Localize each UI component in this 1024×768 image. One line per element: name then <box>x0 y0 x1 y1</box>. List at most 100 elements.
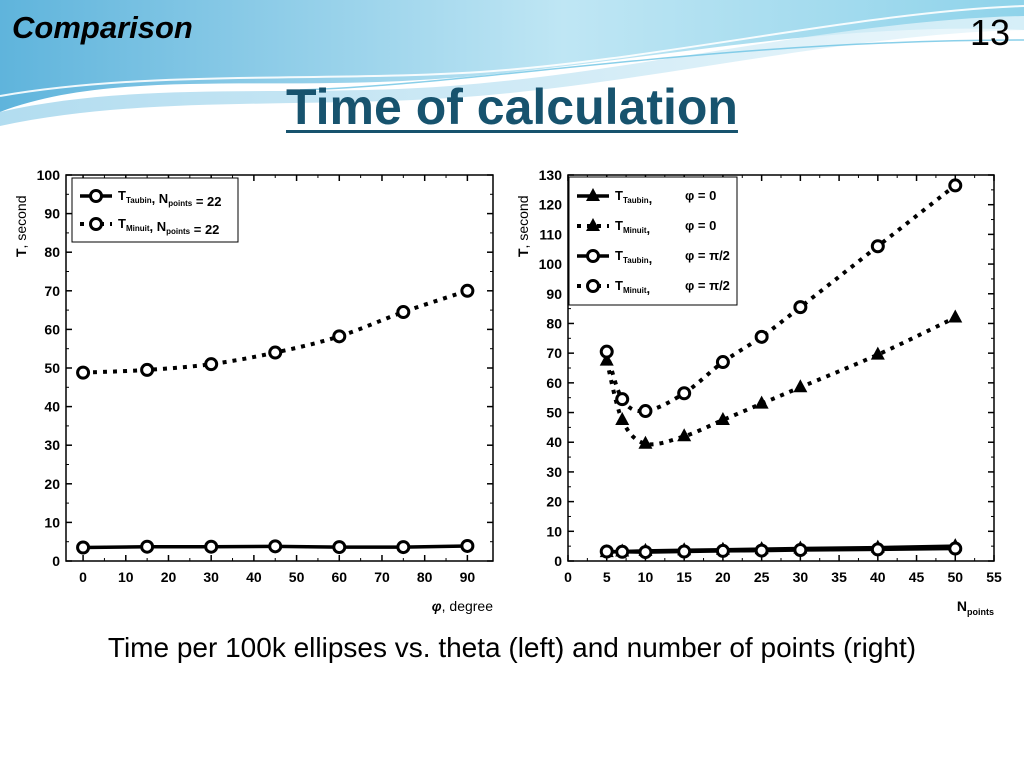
left-data-point <box>396 540 411 555</box>
left-ytick-label: 60 <box>44 321 60 337</box>
slide-caption: Time per 100k ellipses vs. theta (left) … <box>107 632 917 663</box>
right-data-point <box>715 543 730 558</box>
right-ytick-label: 20 <box>546 494 562 510</box>
right-xtick-label: 45 <box>909 569 925 585</box>
chart-time-vs-phi: 0 10 20 30 40 50 60 70 80 90 100 0 10 20 30 40 50 60 70 80 9… <box>13 167 494 614</box>
right-data-point <box>793 543 808 558</box>
left-ytick-label: 100 <box>37 167 61 183</box>
right-ytick-label: 130 <box>539 167 563 183</box>
right-series-4 <box>599 178 963 419</box>
left-data-point <box>204 357 219 372</box>
right-ytick-label: 0 <box>554 553 562 569</box>
right-ytick-label: 50 <box>546 405 562 421</box>
left-legend-box <box>71 177 239 243</box>
right-ytick-label: 40 <box>546 434 562 450</box>
left-xtick-label: 40 <box>246 569 262 585</box>
left-data-point <box>204 539 219 554</box>
right-data-point <box>715 411 730 425</box>
left-ytick-label: 0 <box>52 553 60 569</box>
left-xtick-label: 70 <box>374 569 390 585</box>
right-xtick-label: 35 <box>831 569 847 585</box>
right-legend-marker <box>586 249 600 263</box>
left-ytick-label: 30 <box>44 437 60 453</box>
left-xtick-label: 60 <box>331 569 347 585</box>
right-xtick-label: 30 <box>793 569 809 585</box>
left-data-point <box>268 539 283 554</box>
left-ytick-label: 10 <box>44 514 60 530</box>
chart-time-vs-npoints: 0 10 20 30 40 50 60 70 80 90 100 110 120 130 0 5 10 15 20 2… <box>515 167 1002 617</box>
left-ytick-label: 20 <box>44 476 60 492</box>
right-data-point <box>599 344 614 359</box>
slide-title: Time of calculation <box>0 78 1024 136</box>
right-legend-label: TMinuit, <box>615 278 650 296</box>
left-xtick-label: 20 <box>161 569 177 585</box>
left-data-point <box>460 283 475 298</box>
right-data-point <box>638 435 653 449</box>
right-data-point <box>615 392 630 407</box>
right-series-line <box>604 315 957 447</box>
left-legend-label: TTaubin, Npoints = 22 <box>118 188 221 209</box>
right-data-point <box>754 395 769 409</box>
left-series-1 <box>76 538 475 555</box>
right-ytick-label: 10 <box>546 523 562 539</box>
header-wave-background <box>0 0 1024 126</box>
left-xtick-label: 50 <box>289 569 305 585</box>
left-data-point <box>396 305 411 320</box>
left-ytick-label: 50 <box>44 360 60 376</box>
right-ytick-label: 70 <box>546 345 562 361</box>
right-legend-phi: φ = π/2 <box>685 278 730 293</box>
right-ylabel: T, second <box>515 196 531 258</box>
section-label: Comparison <box>12 10 193 45</box>
right-xtick-label: 50 <box>947 569 963 585</box>
right-data-point <box>870 542 885 557</box>
right-data-point <box>948 541 963 556</box>
right-legend-label: TTaubin, <box>615 248 652 266</box>
right-data-point <box>715 355 730 370</box>
right-data-point <box>754 329 769 344</box>
right-legend-marker <box>586 218 600 231</box>
right-data-point <box>870 346 885 360</box>
left-xtick-label: 0 <box>79 569 87 585</box>
right-data-point <box>793 379 808 393</box>
left-data-point <box>76 365 91 380</box>
left-series-2 <box>76 283 475 380</box>
right-xlabel: Npoints <box>957 598 994 617</box>
right-ytick-label: 110 <box>539 226 562 242</box>
left-legend-marker <box>89 189 103 203</box>
right-data-point <box>599 544 614 559</box>
right-ytick-label: 90 <box>546 286 562 302</box>
right-data-point <box>754 543 769 558</box>
right-data-point <box>677 544 692 559</box>
left-data-point <box>332 329 347 344</box>
left-ytick-label: 40 <box>44 399 60 415</box>
left-data-point <box>76 540 91 555</box>
right-data-point <box>870 239 885 254</box>
left-data-point <box>140 539 155 554</box>
right-data-point <box>638 404 653 419</box>
right-series-2 <box>599 309 963 449</box>
right-legend-label: TMinuit, <box>615 218 650 236</box>
left-xtick-label: 90 <box>460 569 476 585</box>
right-data-point <box>615 411 630 425</box>
page-number: 13 <box>969 12 1010 53</box>
right-xtick-label: 20 <box>715 569 731 585</box>
left-data-point <box>460 538 475 553</box>
right-legend-phi: φ = 0 <box>685 188 716 203</box>
right-ytick-label: 120 <box>539 197 563 213</box>
right-series-3 <box>599 541 963 560</box>
left-data-point <box>268 345 283 360</box>
right-xtick-label: 5 <box>603 569 611 585</box>
right-xtick-label: 25 <box>754 569 770 585</box>
right-xtick-label: 40 <box>870 569 886 585</box>
right-ytick-label: 60 <box>546 375 562 391</box>
right-data-point <box>677 428 692 442</box>
slide-title-text: Time of calculation <box>286 79 738 135</box>
left-ylabel: T, second <box>13 196 29 258</box>
right-data-point <box>948 309 963 323</box>
right-legend-phi: φ = π/2 <box>685 248 730 263</box>
right-xtick-label: 15 <box>676 569 692 585</box>
left-legend: TTaubin, Npoints = 22 TMinuit, Npoints = … <box>71 177 239 243</box>
right-data-point <box>615 544 630 559</box>
left-legend-marker <box>89 217 103 231</box>
left-xtick-label: 30 <box>203 569 219 585</box>
